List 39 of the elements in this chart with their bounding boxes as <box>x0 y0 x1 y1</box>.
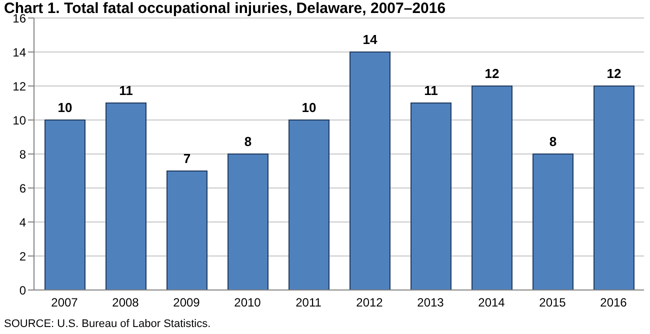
data-label: 8 <box>549 134 557 149</box>
y-tick-label: 8 <box>19 147 26 162</box>
source-note: SOURCE: U.S. Bureau of Labor Statistics. <box>4 318 211 330</box>
bar <box>410 102 452 290</box>
y-tick-label: 2 <box>19 249 26 264</box>
data-label: 8 <box>244 134 252 149</box>
y-tick-label: 6 <box>19 181 26 196</box>
bar <box>350 52 390 290</box>
y-tick-label: 14 <box>12 45 26 60</box>
bar <box>288 120 330 290</box>
bar <box>106 102 146 290</box>
bar <box>472 86 512 290</box>
x-tick-label: 2014 <box>478 296 506 310</box>
bar <box>228 154 268 290</box>
y-tick-label: 10 <box>12 113 26 128</box>
data-label: 14 <box>362 32 378 47</box>
y-tick-label: 12 <box>12 79 26 94</box>
x-tick-label: 2008 <box>112 296 140 310</box>
data-label: 11 <box>119 83 133 98</box>
data-label: 10 <box>58 100 72 115</box>
x-tick-label: 2015 <box>539 296 566 310</box>
x-tick-label: 2011 <box>296 296 322 310</box>
y-tick-label: 0 <box>19 283 26 298</box>
data-label: 11 <box>424 83 438 98</box>
data-label: 12 <box>484 66 500 81</box>
bar <box>44 120 86 290</box>
bar <box>594 86 634 290</box>
x-tick-label: 2009 <box>173 296 200 310</box>
x-tick-label: 2016 <box>600 296 628 310</box>
x-tick-label: 2013 <box>417 296 444 310</box>
x-tick-label: 2007 <box>51 296 78 310</box>
bar <box>532 154 574 290</box>
data-label: 10 <box>302 100 316 115</box>
x-tick-label: 2012 <box>356 296 384 310</box>
data-label: 7 <box>183 151 191 166</box>
x-tick-label: 2010 <box>234 296 262 310</box>
data-label: 12 <box>606 66 622 81</box>
bar <box>166 170 208 290</box>
y-tick-label: 4 <box>19 215 26 230</box>
